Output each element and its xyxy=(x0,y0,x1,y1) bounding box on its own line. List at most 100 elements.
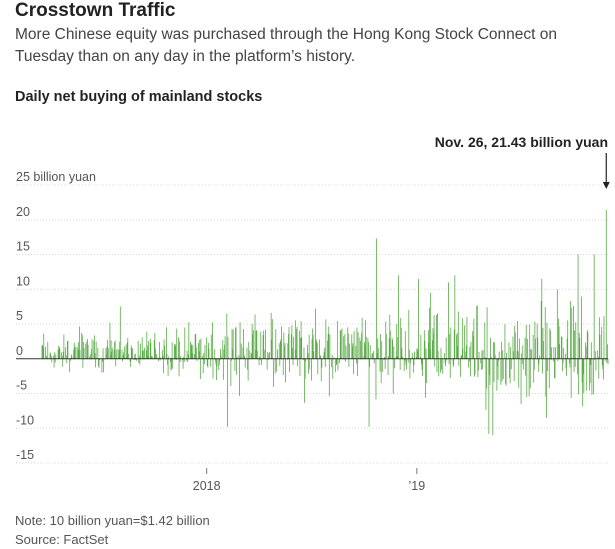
bar xyxy=(77,342,79,359)
bar xyxy=(309,358,311,370)
y-tick-label: 25 billion yuan xyxy=(16,170,96,184)
bar xyxy=(332,358,334,379)
bar xyxy=(211,357,213,359)
bar xyxy=(198,351,200,359)
bar xyxy=(603,316,605,359)
bar xyxy=(317,358,319,375)
bar xyxy=(158,357,160,359)
bar xyxy=(324,358,326,367)
bar xyxy=(331,358,333,368)
bar xyxy=(300,321,302,359)
bar xyxy=(168,356,170,359)
bar xyxy=(172,358,174,369)
bar xyxy=(361,332,362,359)
bar xyxy=(395,356,397,359)
bar xyxy=(476,306,478,359)
bar xyxy=(328,358,330,397)
bar xyxy=(383,358,385,361)
bar xyxy=(410,358,411,364)
bar xyxy=(553,346,555,359)
bar xyxy=(539,355,540,359)
bar xyxy=(232,329,234,359)
bar xyxy=(502,358,504,380)
bar xyxy=(585,346,587,359)
bar xyxy=(45,346,46,359)
bar xyxy=(279,358,281,366)
bar xyxy=(531,349,532,359)
bar xyxy=(220,355,222,359)
bar xyxy=(186,358,187,361)
bar xyxy=(563,347,565,359)
bar xyxy=(546,322,548,359)
bar xyxy=(132,348,133,359)
bar xyxy=(275,358,277,372)
bar xyxy=(376,353,378,359)
bar xyxy=(528,358,530,397)
bar xyxy=(493,341,494,359)
bar xyxy=(54,358,56,363)
bar xyxy=(69,358,71,373)
chart-note: Note: 10 billion yuan=$1.42 billion xyxy=(15,513,210,528)
bar xyxy=(281,326,282,359)
bar xyxy=(133,358,135,361)
bar xyxy=(373,358,375,364)
bar xyxy=(323,355,324,359)
bar xyxy=(548,358,550,389)
bar xyxy=(331,354,333,359)
bar xyxy=(372,353,373,359)
bar xyxy=(555,347,556,359)
bar xyxy=(456,332,458,359)
bar xyxy=(77,347,79,359)
bar xyxy=(188,322,190,359)
bar xyxy=(513,351,514,359)
bar xyxy=(49,352,51,359)
bar xyxy=(164,345,166,359)
bar xyxy=(114,342,115,359)
bar xyxy=(134,354,136,359)
bar xyxy=(594,351,596,359)
bar xyxy=(339,358,341,364)
bar xyxy=(498,351,500,359)
bar xyxy=(429,307,430,359)
bar xyxy=(533,358,535,383)
bar xyxy=(335,358,337,365)
bar xyxy=(183,356,185,359)
bar xyxy=(195,334,197,359)
bar xyxy=(461,318,463,359)
bar xyxy=(93,340,95,359)
bar xyxy=(461,356,463,359)
bar xyxy=(436,315,437,359)
bar xyxy=(118,356,119,359)
bar xyxy=(170,358,172,371)
bar xyxy=(422,358,423,377)
bar xyxy=(214,358,216,361)
bar xyxy=(259,356,261,359)
bar xyxy=(304,358,306,379)
bar xyxy=(505,358,507,386)
bar xyxy=(400,327,402,359)
bar xyxy=(178,358,180,377)
bar xyxy=(265,329,266,359)
bar xyxy=(412,358,414,373)
bar xyxy=(590,358,592,365)
bar xyxy=(313,351,315,359)
bar xyxy=(380,333,381,359)
bar xyxy=(393,358,395,369)
bar xyxy=(236,356,238,359)
y-tick-label: -5 xyxy=(16,379,27,393)
bar xyxy=(79,349,81,359)
bar xyxy=(255,331,257,359)
bar xyxy=(71,356,73,359)
bar xyxy=(484,322,486,359)
bar xyxy=(605,209,607,359)
bar xyxy=(252,334,254,359)
bar xyxy=(550,358,552,360)
bar xyxy=(564,353,566,359)
bar xyxy=(315,308,316,359)
bar xyxy=(175,344,176,359)
bar xyxy=(484,357,486,359)
bar xyxy=(473,318,475,359)
bar xyxy=(397,356,399,359)
bar xyxy=(424,340,426,359)
bar xyxy=(145,350,147,359)
